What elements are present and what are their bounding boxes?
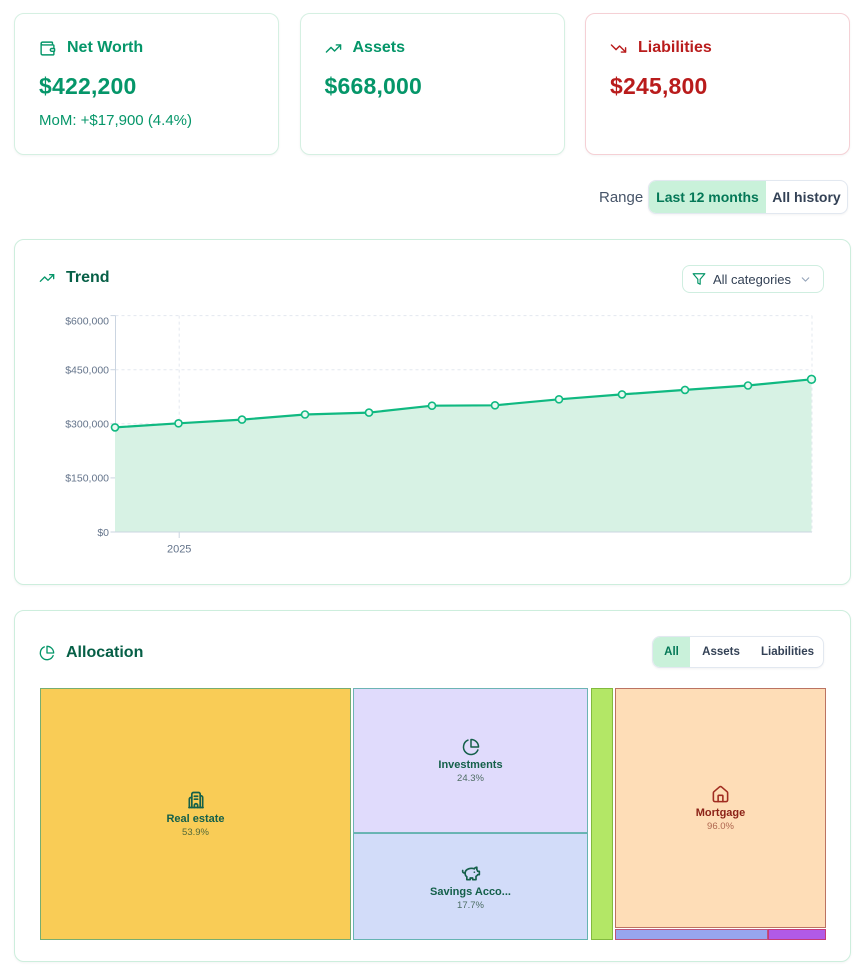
- svg-text:$300,000: $300,000: [65, 419, 109, 431]
- svg-text:$600,000: $600,000: [65, 315, 109, 327]
- svg-text:$0: $0: [97, 527, 109, 539]
- svg-text:$150,000: $150,000: [65, 473, 109, 485]
- svg-text:$450,000: $450,000: [65, 365, 109, 377]
- svg-text:2025: 2025: [167, 544, 191, 556]
